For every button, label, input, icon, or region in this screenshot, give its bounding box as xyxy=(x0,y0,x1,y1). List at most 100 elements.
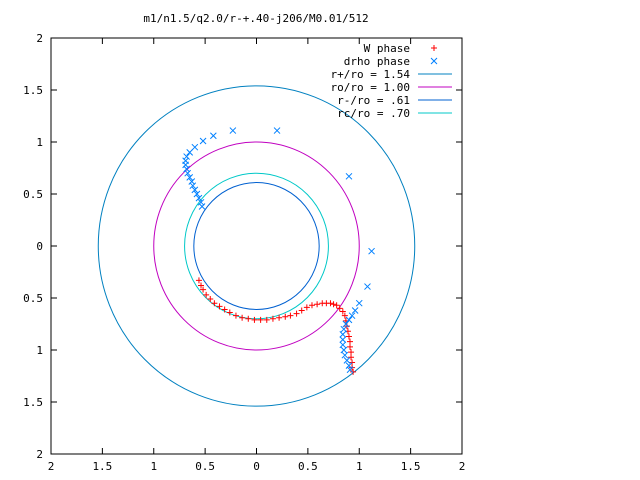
x-tick-label: 1.5 xyxy=(401,460,421,473)
legend-marker-sample xyxy=(431,45,437,51)
legend-label: W phase xyxy=(364,42,410,55)
x-tick-label: 0 xyxy=(253,460,260,473)
data-point xyxy=(340,346,348,354)
data-point xyxy=(348,349,355,356)
x-tick-label: 0.5 xyxy=(195,460,215,473)
circle-series xyxy=(184,172,329,320)
data-point xyxy=(195,277,202,284)
circle-series xyxy=(153,141,360,351)
circle-series-group xyxy=(97,85,416,407)
data-point xyxy=(339,336,347,343)
legend-label: ro/ro = 1.00 xyxy=(331,81,410,94)
data-point xyxy=(345,316,353,324)
y-tick-label: 0.5 xyxy=(23,292,43,305)
y-tick-label: 2 xyxy=(36,32,43,45)
data-point xyxy=(330,301,337,308)
data-point xyxy=(198,203,206,210)
x-tick-label: 1 xyxy=(150,460,157,473)
data-point xyxy=(184,169,192,177)
legend-label: rc/ro = .70 xyxy=(337,107,410,120)
data-point xyxy=(186,174,194,181)
circle-series xyxy=(97,85,416,407)
data-point xyxy=(333,302,340,309)
legend-label: r+/ro = 1.54 xyxy=(331,68,411,81)
data-point xyxy=(340,325,348,333)
x-tick-label: 2 xyxy=(459,460,466,473)
data-point xyxy=(273,127,281,134)
point-series-group xyxy=(182,127,375,375)
chart-title: m1/n1.5/q2.0/r-+.40-j206/M0.01/512 xyxy=(143,12,368,25)
data-point xyxy=(195,194,203,202)
data-point xyxy=(345,362,353,369)
data-point xyxy=(183,153,190,160)
x-axis: 2 1.5 1 0.5 0 0.5 1 1.5 2 xyxy=(48,38,466,473)
data-point xyxy=(348,354,355,361)
y-tick-label: 1.5 xyxy=(23,396,43,409)
x-tick-label: 1 xyxy=(356,460,363,473)
data-point xyxy=(287,312,294,319)
data-point xyxy=(339,308,346,315)
data-point xyxy=(348,312,356,320)
x-tick-label: 0.5 xyxy=(298,460,318,473)
legend-marker-sample xyxy=(430,57,438,65)
data-point xyxy=(191,143,199,151)
data-point xyxy=(349,359,356,366)
data-point xyxy=(327,300,334,307)
data-point xyxy=(193,190,201,198)
circle-series xyxy=(193,182,320,310)
data-point xyxy=(347,343,354,350)
data-point xyxy=(232,312,239,319)
data-point xyxy=(293,310,300,317)
data-point xyxy=(191,186,199,194)
data-point xyxy=(239,314,246,321)
data-point xyxy=(303,304,310,311)
data-point xyxy=(343,323,350,330)
x-tick-label: 1.5 xyxy=(92,460,112,473)
data-point xyxy=(350,368,357,375)
data-point xyxy=(282,313,289,320)
data-point xyxy=(269,315,276,322)
data-point xyxy=(207,296,214,303)
data-point xyxy=(364,283,371,290)
data-point xyxy=(263,316,270,323)
data-point xyxy=(197,198,205,206)
data-point xyxy=(336,305,343,312)
data-point xyxy=(226,309,233,316)
y-tick-label: 1.5 xyxy=(23,84,43,97)
data-point xyxy=(339,331,347,338)
data-point xyxy=(342,320,350,328)
data-point xyxy=(229,127,237,134)
data-point xyxy=(347,338,354,345)
data-point xyxy=(341,351,349,359)
y-tick-label: 0.5 xyxy=(23,188,43,201)
data-point xyxy=(209,132,217,140)
data-point xyxy=(343,357,351,364)
data-point xyxy=(339,341,347,349)
x-tick-label: 2 xyxy=(48,460,55,473)
y-tick-label: 0 xyxy=(36,240,43,253)
data-point xyxy=(251,316,258,323)
data-point xyxy=(189,182,197,190)
y-axis: 2 1.5 1 0.5 0 0.5 1 1.5 2 xyxy=(23,32,462,461)
legend-label: drho phase xyxy=(344,55,410,68)
data-point xyxy=(345,333,352,340)
data-point xyxy=(200,286,207,293)
data-point xyxy=(203,291,210,298)
data-point xyxy=(211,300,218,307)
data-point xyxy=(341,312,348,319)
data-point xyxy=(351,307,359,314)
data-point xyxy=(198,282,205,289)
data-point xyxy=(346,366,354,374)
data-point xyxy=(298,307,305,314)
data-point xyxy=(186,149,194,156)
data-point xyxy=(216,303,223,310)
legend-label: r-/ro = .61 xyxy=(337,94,410,107)
data-point xyxy=(245,315,252,322)
data-point xyxy=(314,301,321,308)
data-point xyxy=(276,314,283,321)
data-point xyxy=(345,172,353,180)
data-point xyxy=(182,157,189,165)
y-tick-label: 2 xyxy=(36,448,43,461)
